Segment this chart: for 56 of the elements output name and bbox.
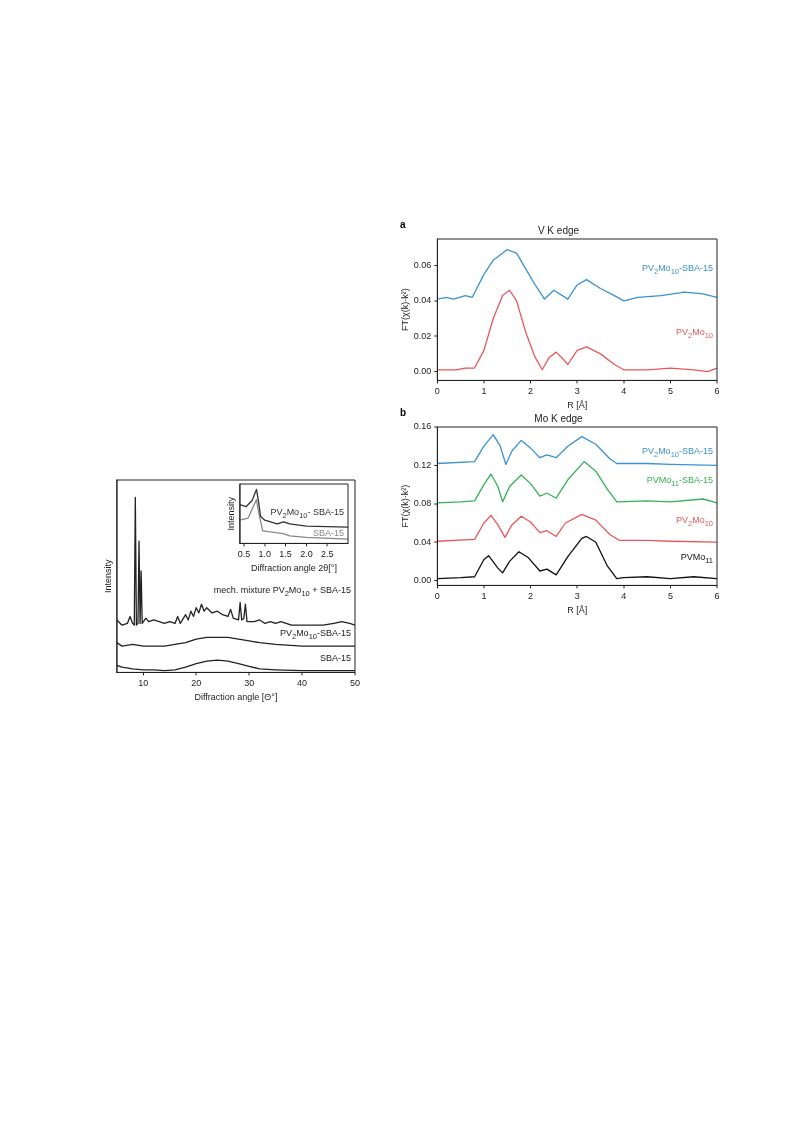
series-label: SBA-15 xyxy=(312,528,344,539)
x-axis-title: Diffraction angle 2θ[°] xyxy=(250,563,337,574)
series-label: PVMo$_{11}$-SBA-15 xyxy=(646,475,713,490)
chart-title: Mo K edge xyxy=(534,412,584,424)
series-label: PV$_{2}$Mo$_{10}$-SBA-15 xyxy=(279,627,351,642)
x-tick-label: 0 xyxy=(434,386,440,397)
x-axis-title: Diffraction angle [Θ°] xyxy=(194,692,278,703)
series-label: PV$_{2}$Mo$_{10}$ xyxy=(675,514,713,529)
y-tick-label: 0.06 xyxy=(413,260,432,270)
x-tick-label: 4 xyxy=(621,591,627,602)
x-tick-label: 2.5 xyxy=(320,549,334,560)
x-tick-label: 1 xyxy=(481,386,487,397)
text: a xyxy=(400,219,406,230)
x-tick-label: 2.0 xyxy=(300,549,313,560)
chart-title: V K edge xyxy=(537,224,580,236)
text: PV$_{2}$Mo$_{10}$ xyxy=(675,327,713,342)
x-tick-label: 10 xyxy=(138,678,149,689)
x-tick-label: 40 xyxy=(297,678,308,689)
x-tick-label: 0 xyxy=(434,591,440,602)
y-axis-title: Intensity xyxy=(225,496,236,531)
series-label: mech. mixture PV$_{2}$Mo$_{10}$ + SBA-15 xyxy=(213,585,351,600)
y-tick-label: 0.00 xyxy=(413,366,432,377)
text: PV$_{2}$Mo$_{10}$-SBA-15 xyxy=(641,262,713,277)
x-tick-label: 5 xyxy=(667,591,673,602)
y-tick-label: 0.02 xyxy=(413,330,432,341)
x-axis-title: R [Å] xyxy=(567,400,588,411)
x-tick-label: 6 xyxy=(714,591,720,602)
x-axis-title: R [Å] xyxy=(567,605,588,616)
x-tick-label: 1.0 xyxy=(258,549,272,560)
y-tick-label: 0.04 xyxy=(413,295,432,306)
series-label: PVMo$_{11}$ xyxy=(680,552,713,567)
x-tick-label: 3 xyxy=(574,386,580,397)
x-tick-label: 2 xyxy=(528,386,534,397)
y-axis-title: FT(χ(k)·k²) xyxy=(399,484,410,528)
x-tick-label: 0.5 xyxy=(237,549,251,560)
y-tick-label: 0.00 xyxy=(413,575,432,586)
x-tick-label: 2 xyxy=(528,591,534,602)
series-label: SBA-15 xyxy=(319,652,351,663)
x-tick-label: 1.5 xyxy=(279,549,292,560)
x-tick-label: 30 xyxy=(244,678,255,689)
y-tick-label: 0.16 xyxy=(413,421,432,432)
series-label: PV$_{2}$Mo$_{10}$- SBA-15 xyxy=(270,507,344,521)
y-tick-label: 0.04 xyxy=(413,536,432,547)
x-tick-label: 1 xyxy=(481,591,487,602)
text: b xyxy=(400,407,407,418)
y-axis-title: Intensity xyxy=(102,558,113,593)
y-tick-label: 0.08 xyxy=(413,498,432,509)
x-tick-label: 3 xyxy=(574,591,580,602)
x-tick-label: 50 xyxy=(349,678,360,689)
x-tick-label: 4 xyxy=(621,386,627,397)
y-tick-label: 0.12 xyxy=(413,459,432,470)
x-tick-label: 20 xyxy=(191,678,202,689)
x-tick-label: 5 xyxy=(667,386,673,397)
series-label: PV$_{2}$Mo$_{10}$-SBA-15 xyxy=(641,446,713,461)
x-tick-label: 6 xyxy=(714,386,720,397)
y-axis-title: FT(χ(k)·k²) xyxy=(399,288,410,332)
